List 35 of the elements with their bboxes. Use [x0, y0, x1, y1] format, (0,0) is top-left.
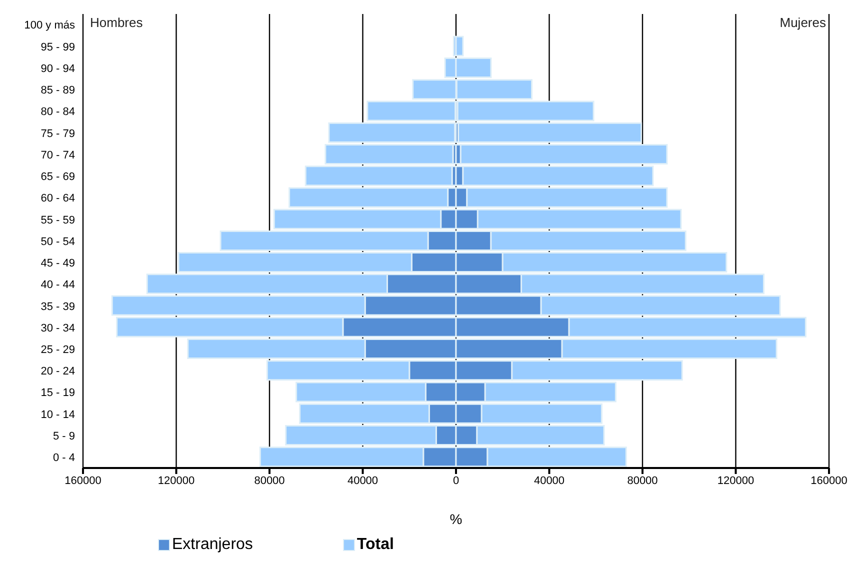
y-tick-label: 95 - 99 — [40, 41, 75, 54]
y-tick-label: 0 - 4 — [52, 452, 75, 464]
legend-label: Extranjeros — [172, 536, 253, 554]
x-tick-label: 160000 — [64, 474, 102, 487]
x-tick-label: 120000 — [717, 474, 754, 487]
x-tick-label: 160000 — [810, 474, 848, 487]
x-tick-label: 80000 — [627, 474, 658, 487]
annotation: Mujeres — [780, 15, 826, 30]
y-tick-label: 30 - 34 — [40, 322, 75, 334]
y-tick-label: 100 y más — [24, 20, 76, 32]
y-tick-label: 25 - 29 — [40, 344, 75, 356]
y-tick-label: 65 - 69 — [40, 171, 75, 184]
y-tick-label: 75 - 79 — [40, 128, 75, 140]
y-tick-label: 20 - 24 — [40, 366, 75, 378]
x-tick-label: 40000 — [347, 474, 378, 487]
y-tick-label: 60 - 64 — [40, 192, 75, 205]
y-tick-label: 15 - 19 — [40, 387, 75, 400]
y-tick-label: 85 - 89 — [40, 84, 75, 97]
y-tick-label: 55 - 59 — [40, 214, 75, 226]
x-tick-label: 0 — [452, 474, 460, 487]
y-tick-label: 10 - 14 — [40, 408, 75, 421]
annotation: Hombres — [90, 15, 143, 30]
y-tick-label: 80 - 84 — [40, 106, 75, 118]
x-tick-label: 120000 — [158, 474, 195, 487]
y-tick-label: 70 - 74 — [40, 149, 75, 162]
y-tick-label: 90 - 94 — [40, 62, 75, 75]
x-tick-label: 80000 — [254, 474, 285, 487]
y-tick-label: 40 - 44 — [40, 279, 75, 292]
x-tick-label: 40000 — [534, 474, 565, 487]
y-tick-label: 45 - 49 — [40, 258, 75, 270]
y-tick-label: 50 - 54 — [40, 236, 75, 248]
x-axis-title: % — [450, 511, 462, 527]
y-tick-label: 5 - 9 — [52, 430, 75, 442]
legend-label: Total — [356, 536, 394, 554]
y-tick-label: 35 - 39 — [40, 300, 75, 313]
